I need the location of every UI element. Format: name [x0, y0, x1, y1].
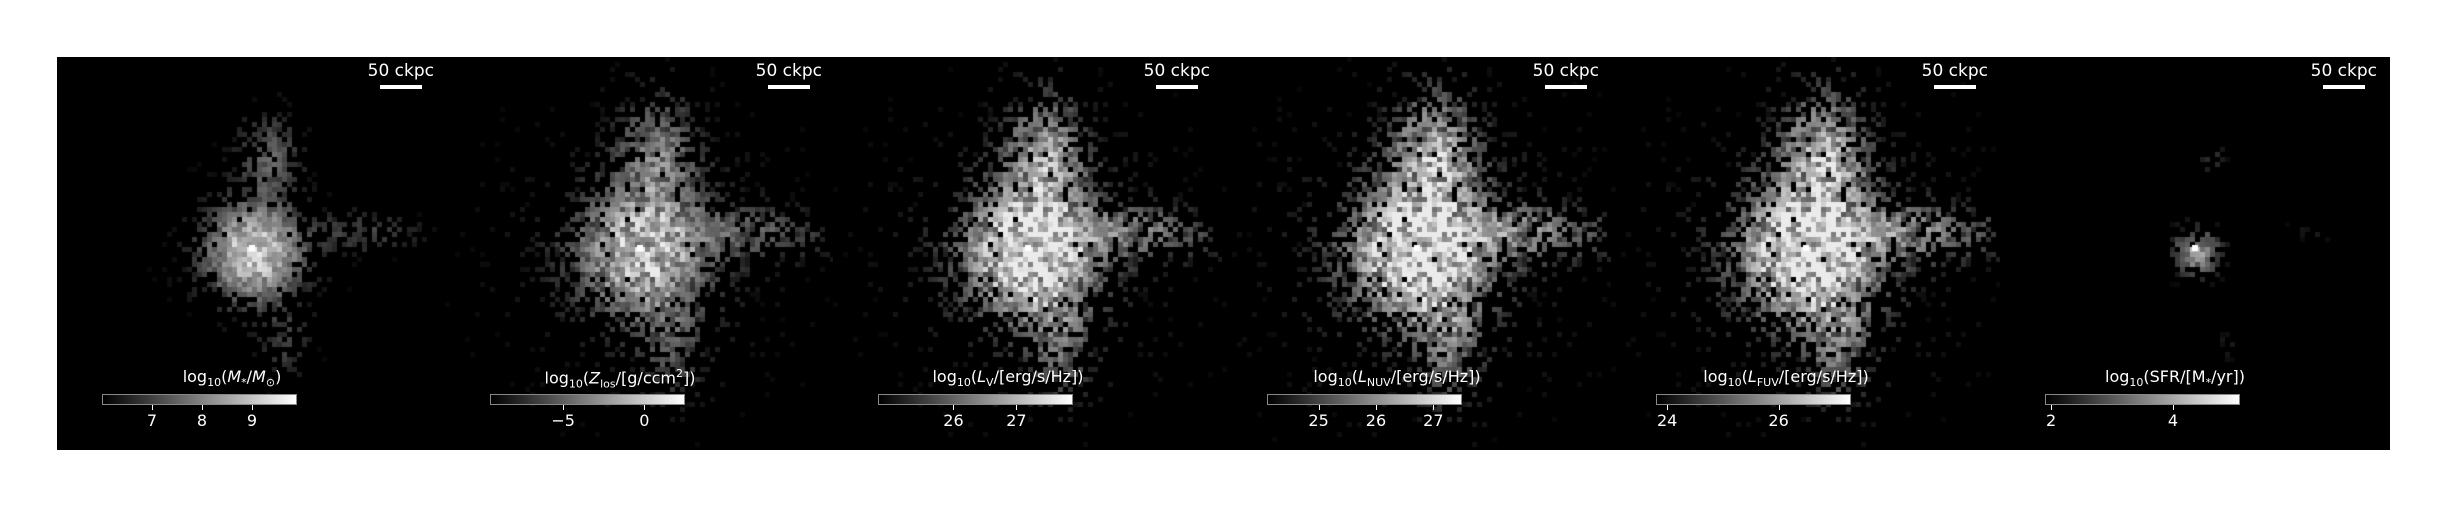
panel-fuv: 50 ckpc log10(LFUV/[erg/s/Hz]) 24 26 [1611, 57, 2000, 450]
colorbar-tick-label: 7 [146, 411, 158, 430]
colorbar [102, 394, 297, 405]
colorbar-tick [1318, 405, 1320, 410]
colorbar-tick-label: 25 [1308, 411, 1329, 430]
scale-label: 50 ckpc [2310, 61, 2377, 81]
colorbar-title: log10(SFR/[M*/yr]) [2105, 367, 2245, 390]
panel-nuv: 50 ckpc log10(LNUV/[erg/s/Hz]) 25 26 27 [1222, 57, 1611, 450]
colorbar-tick [644, 405, 646, 410]
colorbar-title: log10(LV/[erg/s/Hz]) [932, 367, 1084, 390]
scale-bar [1545, 85, 1587, 89]
colorbar-tick [2172, 405, 2174, 410]
colorbar-title: log10(M*/M⊙) [182, 367, 282, 390]
scale-bar [2323, 85, 2365, 89]
colorbar [490, 394, 685, 405]
panel-sfr: 50 ckpc log10(SFR/[M*/yr]) 2 4 [2000, 57, 2389, 450]
colorbar-title: log10(LNUV/[erg/s/Hz]) [1313, 367, 1481, 390]
panel-v-band: 50 ckpc log10(LV/[erg/s/Hz]) 26 27 [833, 57, 1222, 450]
colorbar-tick [1016, 405, 1018, 410]
stellar-mass-map [57, 57, 446, 450]
colorbar-tick-label: 26 [943, 411, 964, 430]
colorbar-tick-label: 8 [196, 411, 208, 430]
colorbar-tick [1778, 405, 1780, 410]
colorbar-tick [1375, 405, 1377, 410]
colorbar-tick-label: 26 [1365, 411, 1387, 430]
panel-stellar-mass: 50 ckpc log10(M*/M⊙) 7 8 9 [57, 57, 446, 450]
nuv-map [1222, 57, 1611, 450]
colorbar [878, 394, 1073, 405]
scale-bar [380, 85, 422, 89]
colorbar [1656, 394, 1851, 405]
colorbar-tick-label: 0 [639, 411, 650, 430]
colorbar-tick [202, 405, 203, 410]
colorbar-title: log10(Zlos/[g/ccm2]) [544, 367, 696, 391]
colorbar-tick-label: 27 [1423, 411, 1444, 430]
colorbar-tick-label: 27 [1006, 411, 1027, 430]
colorbar-tick [953, 405, 955, 410]
scale-label: 50 ckpc [1921, 61, 1988, 81]
colorbar-tick-label: −5 [551, 411, 575, 430]
colorbar-tick [2051, 405, 2053, 410]
colorbar-tick-label: 4 [2167, 411, 2179, 430]
colorbar [1267, 394, 1462, 405]
colorbar-tick [252, 405, 253, 410]
colorbar-tick [152, 405, 153, 410]
scale-bar [1156, 85, 1198, 89]
sfr-map [2000, 57, 2389, 450]
colorbar-tick-label: 2 [2046, 411, 2057, 430]
figure: 50 ckpc log10(M*/M⊙) 7 8 9 50 ckpc log10(Z… [57, 57, 2390, 450]
scale-label: 50 ckpc [1143, 61, 1210, 81]
panel-metallicity: 50 ckpc log10(Zlos/[g/ccm2]) −5 0 [445, 57, 834, 450]
scale-label: 50 ckpc [1532, 61, 1599, 81]
fuv-map [1611, 57, 2000, 450]
colorbar-tick-label: 9 [246, 411, 258, 430]
colorbar-title: log10(LFUV/[erg/s/Hz]) [1703, 367, 1869, 390]
scale-label: 50 ckpc [367, 61, 434, 81]
colorbar-tick-label: 24 [1656, 411, 1678, 430]
scale-bar [1934, 85, 1976, 89]
scale-label: 50 ckpc [755, 61, 822, 81]
v-band-map [833, 57, 1222, 450]
metallicity-map [445, 57, 834, 450]
colorbar-tick [1667, 405, 1669, 410]
colorbar-tick-label: 26 [1768, 411, 1789, 430]
colorbar-tick [1433, 405, 1435, 410]
colorbar-tick [563, 405, 565, 410]
colorbar [2045, 394, 2240, 405]
scale-bar [768, 85, 810, 89]
